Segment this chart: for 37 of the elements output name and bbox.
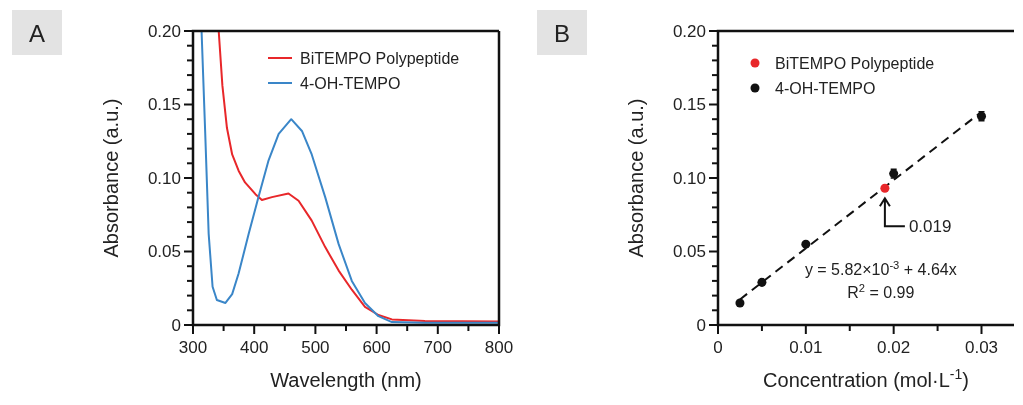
y-tick-label: 0 [696, 315, 706, 335]
annotation: 0.019 [908, 217, 952, 237]
x-axis-title: Concentration (mol·L$^{-1}$) [763, 366, 969, 391]
annotation: y = 5.82×10$^{-3}$ + 4.64x [804, 259, 957, 278]
legend-label: 4-OH-TEMPO [300, 74, 401, 92]
x-tick-label: 800 [484, 338, 514, 357]
y-tick-label: 0.20 [147, 21, 181, 41]
legend-label: BiTEMPO Polypeptide [775, 54, 935, 72]
y-tick-label: 0.10 [147, 168, 181, 188]
x-tick-label: 700 [423, 338, 452, 357]
annotation: R$^{2}$ = 0.99 [847, 282, 915, 301]
x-tick-label: 0.03 [964, 338, 999, 357]
x-axis-title: Wavelength (nm) [270, 369, 422, 391]
x-tick-label: 0.02 [877, 338, 911, 357]
point [757, 277, 767, 287]
x-tick-label: 0 [713, 338, 723, 357]
chart-title: A [28, 20, 46, 47]
x-tick-label: 300 [178, 338, 208, 357]
y-tick-label: 0.10 [672, 168, 706, 188]
x-tick-label: 400 [240, 338, 269, 357]
legend-label: BiTEMPO Polypeptide [300, 49, 460, 67]
point [880, 183, 890, 193]
y-tick-label: 0.05 [672, 242, 706, 262]
y-tick-label: 0.20 [672, 21, 706, 41]
y-tick-label: 0.15 [147, 95, 181, 115]
y-tick-label: 0.15 [672, 95, 706, 115]
y-tick-label: 0.05 [147, 242, 181, 262]
x-tick-label: 500 [301, 338, 330, 357]
x-tick-label: 600 [362, 338, 391, 357]
y-tick-label: 0 [171, 315, 181, 335]
point [801, 239, 811, 249]
legend-label: 4-OH-TEMPO [775, 79, 876, 97]
y-axis-title: Absorbance (a.u.) [625, 98, 647, 258]
y-axis-title: Absorbance (a.u.) [100, 98, 122, 258]
point [735, 298, 745, 308]
chart-title: B [553, 20, 571, 47]
x-tick-label: 0.01 [789, 338, 823, 357]
